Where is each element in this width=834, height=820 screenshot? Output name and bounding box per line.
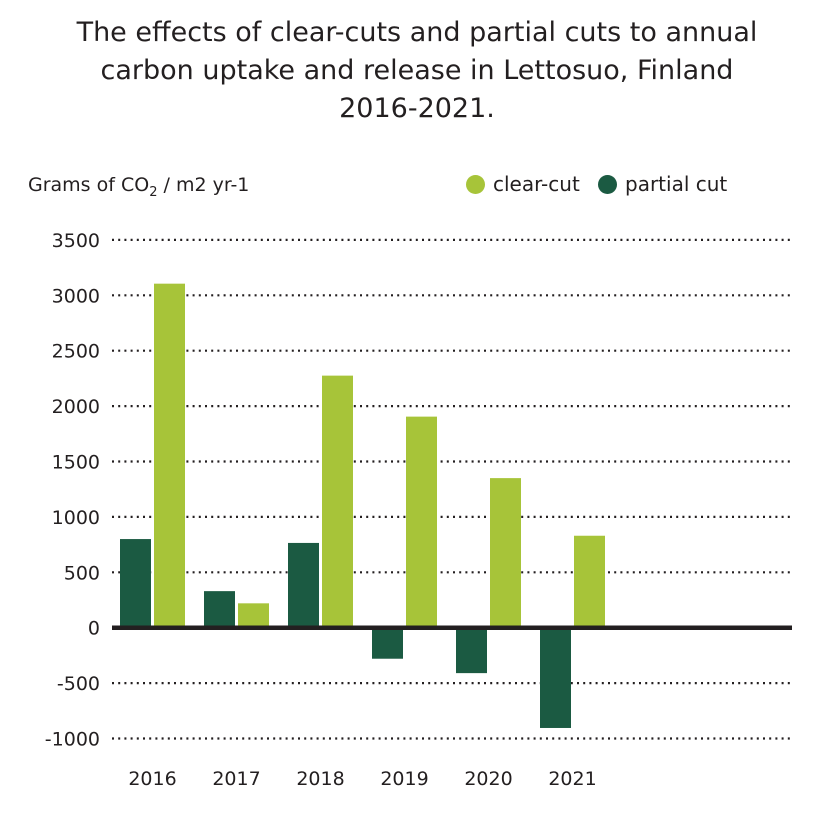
x-tick-label: 2021 [548,768,596,790]
y-tick-label: -1000 [45,729,100,751]
y-tick-label: -500 [57,673,100,695]
bar-partial-cut-2021 [540,627,571,728]
legend-swatch-partial-cut [598,174,617,194]
y-label-main: Grams of CO [28,174,150,196]
y-tick-label: 2500 [52,341,100,363]
bar-clear-cut-2017 [238,603,269,628]
y-label-sub: 2 [149,184,158,200]
legend-label-partial-cut: partial cut [625,172,728,196]
bar-partial-cut-2016 [120,539,151,628]
x-tick-label: 2017 [212,768,260,790]
y-tick-label: 500 [64,562,100,584]
y-tick-label: 3500 [52,230,100,252]
bar-partial-cut-2017 [204,591,235,628]
legend-label-clear-cut: clear-cut [493,172,580,196]
title-line-3: 2016-2021. [339,93,495,124]
legend-item-clear-cut: clear-cut [466,172,580,196]
bar-clear-cut-2016 [154,283,185,628]
bar-clear-cut-2019 [406,416,437,628]
y-label-unit: / m2 yr-1 [157,174,250,196]
bar-clear-cut-2021 [574,535,605,628]
x-tick-label: 2018 [296,768,344,790]
title-line-1: The effects of clear-cuts and partial cu… [76,17,758,48]
y-tick-label: 0 [88,618,100,640]
chart-title: The effects of clear-cuts and partial cu… [40,14,794,128]
y-axis-label: Grams of CO2 / m2 yr-1 [28,174,249,200]
bar-partial-cut-2020 [456,627,487,674]
legend-swatch-clear-cut [466,174,485,194]
bar-partial-cut-2019 [372,627,403,659]
y-tick-label: 1500 [52,452,100,474]
bar-clear-cut-2018 [322,375,353,628]
y-tick-label: 3000 [52,285,100,307]
bar-clear-cut-2020 [490,478,521,628]
x-tick-label: 2019 [380,768,428,790]
x-tick-label: 2020 [464,768,512,790]
title-line-2: carbon uptake and release in Lettosuo, F… [100,55,734,86]
y-tick-label: 1000 [52,507,100,529]
bar-partial-cut-2018 [288,542,319,628]
x-tick-label: 2016 [128,768,176,790]
legend-item-partial-cut: partial cut [598,172,727,196]
y-tick-label: 2000 [52,396,100,418]
